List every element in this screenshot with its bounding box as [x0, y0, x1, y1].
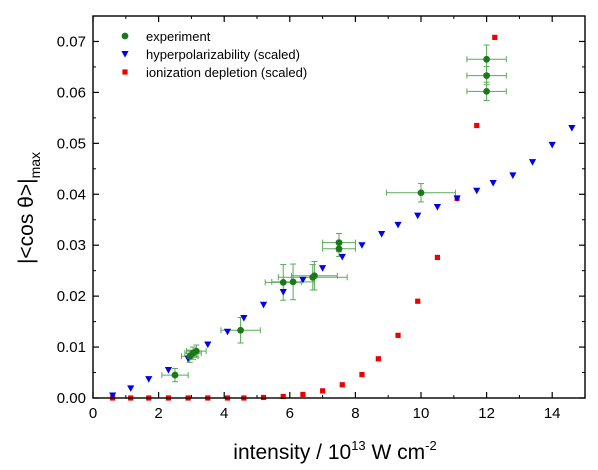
- x-axis-label-main: intensity / 10: [233, 441, 351, 464]
- ionization-data-point: [492, 34, 498, 40]
- experiment-data-point: [417, 189, 425, 197]
- hyperpolarizability-data-point: [394, 221, 402, 229]
- ionization-data-point: [300, 391, 306, 398]
- y-tick-label: 0.04: [57, 186, 86, 203]
- experiment-data-point: [335, 239, 343, 247]
- legend-marker-hyperpolarizability: [121, 51, 129, 58]
- legend-marker-ionization: [122, 69, 128, 75]
- experiment-data-point: [192, 347, 200, 355]
- ionization-data-point: [320, 388, 326, 394]
- hyperpolarizability-data-point: [548, 141, 556, 149]
- experiment-data-point: [311, 272, 318, 280]
- x-tick-label: 8: [351, 405, 359, 422]
- experiment-data-point: [237, 326, 245, 334]
- hyperpolarizability-data-point: [378, 230, 386, 238]
- experiment-data-point: [289, 278, 297, 286]
- hyperpolarizability-data-point: [433, 204, 441, 211]
- x-axis-label-exponent: 13: [351, 438, 365, 453]
- hyperpolarizability-data-point: [299, 276, 307, 284]
- hyperpolarizability-data-point: [509, 172, 517, 180]
- legend-label-hyperpolarizability: hyperpolarizability (scaled): [146, 47, 300, 62]
- x-tick-label: 10: [413, 405, 430, 422]
- x-tick-label: 4: [220, 405, 228, 422]
- experiment-data-point: [335, 245, 343, 253]
- legend: experiment hyperpolarizability (scaled) io…: [121, 29, 307, 80]
- x-axis-label-unit: W cm: [366, 441, 425, 464]
- legend-label-ionization: ionization depletion (scaled): [146, 65, 307, 80]
- hyperpolarizability-data-point: [204, 341, 212, 349]
- hyperpolarizability-data-point: [279, 289, 287, 296]
- ionization-data-point: [280, 393, 286, 400]
- ionization-data-point: [375, 356, 381, 362]
- plot-frame: [92, 15, 586, 399]
- hyperpolarizability-data-point: [127, 385, 135, 392]
- hyperpolarizability-data-point: [489, 180, 497, 187]
- hyperpolarizability-data-point: [338, 253, 346, 261]
- x-tick-label: 14: [544, 405, 561, 422]
- x-tick-label: 0: [89, 405, 97, 422]
- experiment-data-point: [483, 72, 490, 79]
- experiment-data-point: [279, 278, 287, 286]
- y-axis-label-subscript: max: [27, 152, 43, 178]
- ionization-data-point: [474, 122, 480, 129]
- y-tick-label: 0.00: [57, 390, 86, 407]
- x-tick-label: 12: [478, 405, 495, 422]
- x-tick-label: 6: [286, 405, 294, 422]
- hyperpolarizability-data-point: [223, 328, 232, 336]
- ionization-data-point: [434, 254, 440, 261]
- hyperpolarizability-data-point: [240, 315, 248, 322]
- hyperpolarizability-data-point: [259, 301, 268, 309]
- hyperpolarizability-data-point: [319, 265, 327, 272]
- ionization-data-point: [395, 332, 401, 338]
- experiment-data-point: [483, 87, 490, 95]
- hyperpolarizability-data-point: [109, 392, 117, 400]
- legend-marker-experiment: [121, 32, 129, 40]
- y-tick-label: 0.01: [57, 339, 86, 356]
- hyperpolarizability-data-point: [414, 212, 422, 220]
- legend-label-experiment: experiment: [146, 29, 211, 44]
- ionization-data-point: [339, 382, 345, 388]
- experiment-data-point: [483, 55, 490, 63]
- y-tick-label: 0.05: [57, 135, 86, 152]
- x-tick-label: 2: [154, 405, 162, 422]
- y-tick-label: 0.06: [57, 84, 86, 101]
- hyperpolarizability-data-point: [453, 195, 461, 202]
- x-axis-label-unit-exponent: -2: [425, 438, 437, 453]
- x-axis-label: intensity / 1013 W cm-2: [233, 438, 436, 464]
- hyperpolarizability-data-point: [145, 376, 153, 383]
- hyperpolarizability-data-point: [568, 125, 576, 132]
- y-tick-label: 0.02: [57, 288, 86, 305]
- y-tick-label: 0.03: [57, 237, 86, 254]
- ionization-data-point: [359, 371, 365, 378]
- hyperpolarizability-data-point: [528, 159, 537, 166]
- hyperpolarizability-data-point: [473, 187, 481, 195]
- experiment-data-point: [171, 371, 179, 379]
- y-tick-label: 0.07: [57, 33, 86, 50]
- axis-ticks: 0 2 4 6 8 10 12 14 0.00 0.01 0.02 0.03 0.04 0.05 0.06 0…: [57, 16, 585, 422]
- y-axis-label-main: |<cos θ>|: [15, 178, 38, 264]
- y-axis-label: |<cos θ>|max: [15, 152, 43, 264]
- ionization-data-point: [415, 298, 421, 304]
- hyperpolarizability-data-point: [164, 366, 173, 374]
- hyperpolarizability-data-point: [358, 242, 366, 249]
